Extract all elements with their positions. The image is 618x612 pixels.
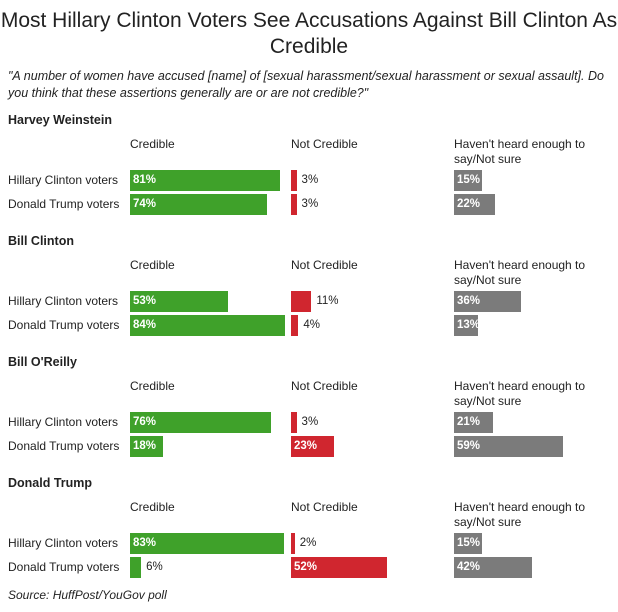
data-label: 83% xyxy=(133,537,157,549)
bar xyxy=(454,533,482,554)
bar xyxy=(130,315,286,336)
bar xyxy=(130,170,280,191)
data-label: 42% xyxy=(457,561,481,573)
data-label: 36% xyxy=(457,295,481,307)
bar xyxy=(454,412,493,433)
bar xyxy=(291,557,388,578)
data-label: 6% xyxy=(146,561,163,573)
data-label: 4% xyxy=(303,319,321,331)
data-label: 15% xyxy=(457,174,481,186)
data-label: 22% xyxy=(457,198,481,210)
data-label: 23% xyxy=(294,440,318,452)
data-label: 3% xyxy=(301,198,319,210)
row-label: Hillary Clinton voters xyxy=(8,173,119,187)
column-header: Not Credible xyxy=(291,500,358,514)
section-title: Harvey Weinstein xyxy=(8,113,112,127)
data-label: 13% xyxy=(457,319,481,331)
row-label: Hillary Clinton voters xyxy=(8,536,119,550)
source-note: Source: HuffPost/YouGov poll xyxy=(8,588,167,602)
data-label: 59% xyxy=(457,440,481,452)
data-label: 76% xyxy=(133,416,157,428)
column-header: Not Credible xyxy=(291,379,358,393)
bar xyxy=(454,315,479,336)
section-title: Bill Clinton xyxy=(8,234,74,248)
bar xyxy=(130,533,284,554)
bar xyxy=(130,291,229,312)
bar xyxy=(454,291,521,312)
bar xyxy=(291,436,334,457)
bar xyxy=(130,557,142,578)
data-label: 18% xyxy=(133,440,157,452)
column-header: Haven't heard enough to say/Not sure xyxy=(454,500,586,529)
bar xyxy=(291,412,297,433)
data-label: 52% xyxy=(294,561,318,573)
bar xyxy=(454,194,495,215)
column-header: Haven't heard enough to say/Not sure xyxy=(454,258,586,287)
bar xyxy=(130,194,267,215)
bar xyxy=(130,436,164,457)
chart-title: Most Hillary Clinton Voters See Accusati… xyxy=(0,9,618,58)
column-header: Haven't heard enough to say/Not sure xyxy=(454,379,586,408)
column-header: Not Credible xyxy=(291,137,358,151)
row-label: Hillary Clinton voters xyxy=(8,294,119,308)
column-header: Credible xyxy=(130,500,175,514)
data-label: 11% xyxy=(316,295,339,307)
poll-question: "A number of women have accused [name] o… xyxy=(8,69,604,100)
section-title: Bill O'Reilly xyxy=(8,355,77,369)
column-header: Credible xyxy=(130,137,175,151)
bar xyxy=(454,170,482,191)
data-label: 3% xyxy=(301,174,319,186)
data-label: 74% xyxy=(133,198,157,210)
data-label: 81% xyxy=(133,174,157,186)
data-label: 21% xyxy=(457,416,481,428)
column-header: Not Credible xyxy=(291,258,358,272)
bar xyxy=(291,291,312,312)
bar xyxy=(291,315,299,336)
data-label: 2% xyxy=(299,537,317,549)
data-label: 84% xyxy=(133,319,157,331)
column-header: Haven't heard enough to say/Not sure xyxy=(454,137,586,166)
row-label: Donald Trump voters xyxy=(8,439,120,453)
row-label: Donald Trump voters xyxy=(8,318,120,332)
section-title: Donald Trump xyxy=(8,476,93,490)
bar xyxy=(291,194,297,215)
data-label: 53% xyxy=(133,295,157,307)
data-label: 15% xyxy=(457,537,481,549)
bar xyxy=(291,170,297,191)
row-label: Donald Trump voters xyxy=(8,560,120,574)
bar xyxy=(454,436,564,457)
bar xyxy=(291,533,295,554)
row-label: Donald Trump voters xyxy=(8,197,120,211)
column-header: Credible xyxy=(130,379,175,393)
bar xyxy=(130,412,271,433)
data-label: 3% xyxy=(301,416,319,428)
bar xyxy=(454,557,532,578)
row-label: Hillary Clinton voters xyxy=(8,415,119,429)
column-header: Credible xyxy=(130,258,175,272)
